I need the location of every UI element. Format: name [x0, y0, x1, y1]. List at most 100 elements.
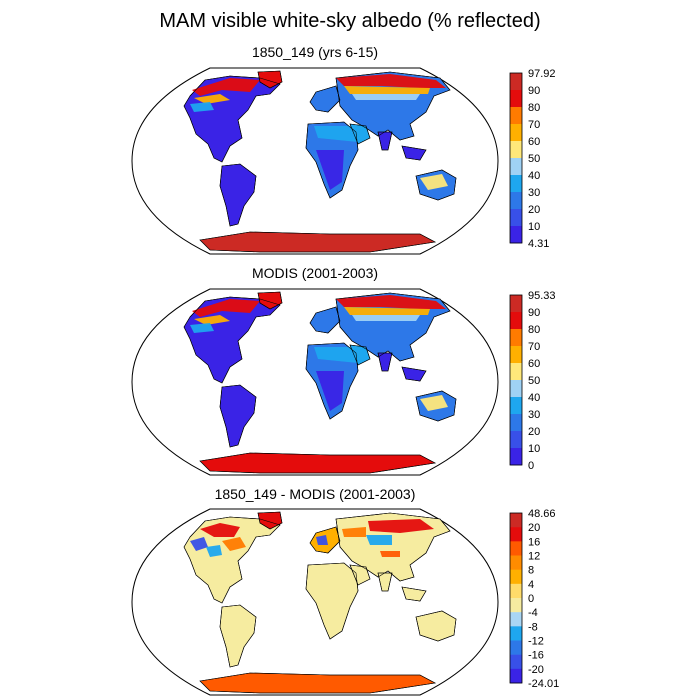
coastline — [377, 131, 393, 151]
data-cell-patch — [368, 519, 434, 533]
colorbar-tick-label: 16 — [528, 536, 540, 548]
colorbar-segment — [510, 397, 522, 415]
coastline — [401, 145, 427, 161]
data-cell-patch — [342, 527, 366, 537]
panel-subtitle: 1850_149 (yrs 6-15) — [251, 44, 379, 60]
coastline — [401, 366, 427, 382]
colorbar-segment — [510, 295, 522, 313]
colorbar-segment — [510, 90, 522, 108]
panel-subtitle: MODIS (2001-2003) — [251, 265, 379, 281]
data-cell-patch — [366, 535, 392, 545]
colorbar-tick-label: 10 — [528, 221, 540, 233]
data-cell-patch — [190, 102, 214, 112]
albedo-map — [131, 288, 499, 476]
data-cell-patch — [194, 94, 230, 104]
data-cell-patch — [316, 535, 328, 545]
colorbar-tick-label: 4 — [528, 579, 534, 591]
data-cell-patch — [190, 537, 208, 551]
colorbar-segment — [510, 569, 522, 585]
colorbar-tick-label: 90 — [528, 85, 540, 97]
data-cell-patch — [352, 315, 420, 321]
coastline — [349, 123, 371, 145]
colorbar-tick-label: 80 — [528, 102, 540, 114]
difference-map — [131, 508, 499, 696]
colorbar-segment — [510, 175, 522, 193]
data-cell-patch — [316, 150, 344, 190]
data-cell-patch — [314, 347, 358, 363]
colorbar-tick-label: 20 — [528, 204, 540, 216]
colorbar-segment — [510, 640, 522, 655]
coastline — [401, 586, 427, 602]
colorbar-segment — [510, 513, 522, 528]
data-cell-patch — [194, 315, 230, 325]
coastline — [183, 75, 281, 163]
coastline — [415, 390, 457, 422]
coastline — [219, 604, 257, 668]
colorbar-segment — [510, 124, 522, 142]
colorbar-frame — [509, 512, 523, 684]
data-cell-patch — [316, 371, 344, 411]
colorbar-tick-label: 50 — [528, 375, 540, 387]
colorbar-tick-label: 12 — [528, 551, 540, 563]
coastline — [199, 231, 436, 253]
colorbar-segment — [510, 363, 522, 381]
colorbar-tick-label: 8 — [528, 565, 534, 577]
panel-subtitle: 1850_149 - MODIS (2001-2003) — [214, 486, 416, 502]
data-cell-patch — [352, 94, 420, 100]
colorbar-tick-label: 20 — [528, 522, 540, 534]
coastline — [309, 526, 341, 554]
data-cell-patch — [314, 126, 358, 142]
coastline — [219, 163, 257, 227]
coastline — [199, 452, 436, 474]
colorbar-segment — [510, 555, 522, 570]
data-cell-patch — [222, 537, 246, 551]
data-cell-patch — [344, 307, 430, 315]
data-cell-patch — [380, 551, 400, 557]
coastline — [335, 71, 451, 141]
colorbar-tick-label: 48.66 — [528, 508, 556, 520]
coastline — [309, 85, 341, 113]
colorbar-segment — [510, 209, 522, 227]
colorbar-segment — [510, 226, 522, 244]
colorbar-tick-label: 30 — [528, 187, 540, 199]
coastline — [349, 344, 371, 366]
colorbar-tick-label: 4.31 — [528, 238, 549, 250]
data-cell-patch — [192, 78, 260, 96]
colorbar-segment — [510, 668, 522, 684]
colorbar-tick-label: -8 — [528, 621, 538, 633]
albedo-map — [131, 67, 499, 255]
colorbar-segment — [510, 107, 522, 125]
colorbar-tick-label: 60 — [528, 358, 540, 370]
colorbar-tick-label: 0 — [528, 593, 534, 605]
colorbar-tick-label: 30 — [528, 409, 540, 421]
colorbar-tick-label: -20 — [528, 664, 544, 676]
data-cell-patch — [192, 299, 260, 317]
colorbar-segment — [510, 612, 522, 627]
colorbar-tick-label: 70 — [528, 119, 540, 131]
colorbar-segment — [510, 192, 522, 210]
data-cell-patch — [420, 174, 448, 190]
colorbar-tick-label: 90 — [528, 307, 540, 319]
coastline — [415, 169, 457, 201]
colorbar: 48.66 20 16 12 8 4 0 -4 -8 -12 -16 -20 -24.01 — [509, 508, 559, 690]
coastline — [415, 610, 457, 642]
colorbar: 97.92 90 80 70 60 50 40 30 20 10 4.31 — [509, 68, 556, 250]
coastline — [377, 572, 393, 592]
colorbar-frame — [509, 294, 523, 466]
colorbar-segment — [510, 654, 522, 670]
colorbar-segment — [510, 448, 522, 466]
colorbar-tick-label: -12 — [528, 636, 544, 648]
data-cell-patch — [420, 395, 448, 411]
colorbar-tick-label: 97.92 — [528, 68, 556, 80]
colorbar-tick-label: 40 — [528, 392, 540, 404]
colorbar-segment — [510, 541, 522, 556]
colorbar-segment — [510, 583, 522, 599]
data-cell-patch — [336, 74, 446, 88]
coastline — [183, 296, 281, 384]
coastline — [349, 564, 371, 586]
coastline — [377, 352, 393, 372]
colorbar-tick-label: 0 — [528, 460, 534, 472]
data-cell-patch — [206, 545, 222, 557]
data-cell-patch — [200, 523, 240, 537]
colorbar: 95.33 90 80 70 60 50 40 30 20 10 0 — [509, 290, 556, 472]
